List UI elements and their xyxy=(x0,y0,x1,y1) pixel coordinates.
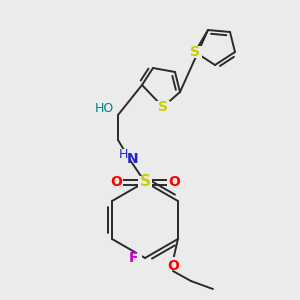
FancyBboxPatch shape xyxy=(114,149,130,161)
FancyBboxPatch shape xyxy=(156,101,170,113)
FancyBboxPatch shape xyxy=(167,176,179,188)
Text: S: S xyxy=(140,175,151,190)
FancyBboxPatch shape xyxy=(111,176,123,188)
Text: O: O xyxy=(110,175,122,189)
Text: F: F xyxy=(128,251,138,265)
FancyBboxPatch shape xyxy=(94,104,112,116)
FancyBboxPatch shape xyxy=(138,176,152,188)
Text: O: O xyxy=(167,259,179,273)
FancyBboxPatch shape xyxy=(167,257,179,269)
Text: S: S xyxy=(190,45,200,59)
Text: HO: HO xyxy=(94,103,114,116)
Text: H: H xyxy=(118,148,128,160)
Text: O: O xyxy=(168,175,180,189)
FancyBboxPatch shape xyxy=(128,252,142,264)
FancyBboxPatch shape xyxy=(188,46,202,58)
Text: N: N xyxy=(127,152,139,166)
Text: S: S xyxy=(158,100,168,114)
